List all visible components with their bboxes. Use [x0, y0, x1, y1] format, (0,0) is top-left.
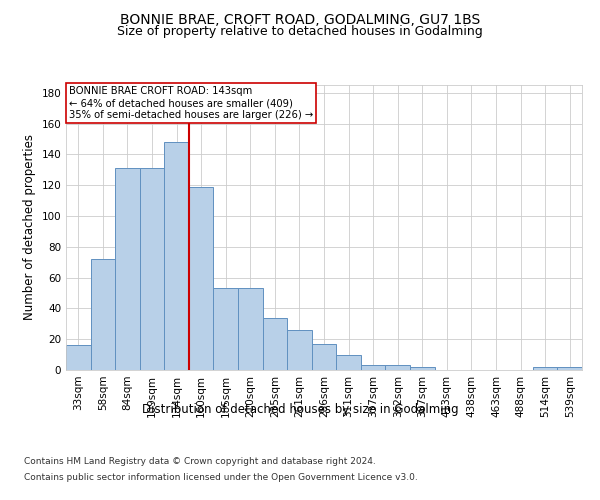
Bar — [312, 344, 336, 370]
Bar — [189, 186, 214, 370]
Bar — [336, 354, 361, 370]
Bar — [214, 288, 238, 370]
Bar — [557, 367, 582, 370]
Bar — [238, 288, 263, 370]
Bar — [410, 367, 434, 370]
Text: BONNIE BRAE, CROFT ROAD, GODALMING, GU7 1BS: BONNIE BRAE, CROFT ROAD, GODALMING, GU7 … — [120, 12, 480, 26]
Text: BONNIE BRAE CROFT ROAD: 143sqm
← 64% of detached houses are smaller (409)
35% of: BONNIE BRAE CROFT ROAD: 143sqm ← 64% of … — [68, 86, 313, 120]
Bar — [287, 330, 312, 370]
Bar — [115, 168, 140, 370]
Text: Distribution of detached houses by size in Godalming: Distribution of detached houses by size … — [142, 402, 458, 415]
Text: Contains HM Land Registry data © Crown copyright and database right 2024.: Contains HM Land Registry data © Crown c… — [24, 458, 376, 466]
Bar — [164, 142, 189, 370]
Bar — [140, 168, 164, 370]
Bar — [66, 346, 91, 370]
Text: Contains public sector information licensed under the Open Government Licence v3: Contains public sector information licen… — [24, 472, 418, 482]
Bar — [263, 318, 287, 370]
Bar — [361, 366, 385, 370]
Bar — [91, 259, 115, 370]
Bar — [533, 367, 557, 370]
Y-axis label: Number of detached properties: Number of detached properties — [23, 134, 36, 320]
Text: Size of property relative to detached houses in Godalming: Size of property relative to detached ho… — [117, 25, 483, 38]
Bar — [385, 366, 410, 370]
